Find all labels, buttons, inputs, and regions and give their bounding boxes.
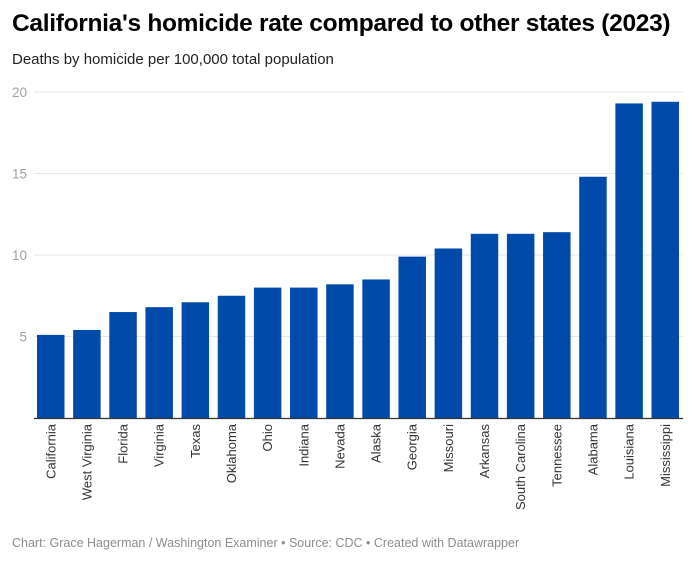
bar bbox=[470, 233, 499, 418]
chart-subtitle: Deaths by homicide per 100,000 total pop… bbox=[12, 51, 334, 68]
x-tick-label: Tennessee bbox=[549, 424, 564, 487]
bar bbox=[543, 232, 571, 418]
x-tick-label: Georgia bbox=[405, 423, 420, 470]
x-tick-label: Alaska bbox=[369, 423, 384, 463]
bar bbox=[217, 295, 246, 418]
bar bbox=[253, 287, 282, 418]
bar bbox=[506, 233, 535, 418]
x-tick-label: West Virginia bbox=[79, 423, 94, 500]
bar bbox=[398, 256, 426, 418]
bar bbox=[109, 312, 137, 418]
x-tick-label: Arkansas bbox=[477, 424, 492, 479]
x-tick-label: Virginia bbox=[152, 423, 167, 467]
x-tick-label: Ohio bbox=[260, 424, 275, 451]
y-tick-label: 15 bbox=[12, 167, 27, 182]
x-tick-label: Missouri bbox=[441, 424, 456, 473]
chart-title: California's homicide rate compared to o… bbox=[12, 10, 671, 37]
x-tick-label: California bbox=[43, 423, 58, 479]
bar bbox=[37, 334, 65, 418]
gridlines: 5 10 15 20 bbox=[12, 85, 683, 345]
x-tick-label: Louisiana bbox=[622, 423, 637, 479]
bar bbox=[615, 103, 643, 418]
x-tick-label: Mississippi bbox=[658, 424, 673, 487]
x-axis-labels: California West Virginia Florida Virginia Te… bbox=[43, 423, 673, 510]
bar bbox=[434, 248, 463, 418]
x-tick-label: South Carolina bbox=[513, 423, 528, 510]
x-tick-label: Oklahoma bbox=[224, 423, 239, 483]
chart-footer: Chart: Grace Hagerman / Washington Exami… bbox=[12, 536, 520, 550]
bar bbox=[579, 176, 607, 418]
x-tick-label: Indiana bbox=[296, 423, 311, 466]
y-tick-label: 5 bbox=[19, 330, 27, 345]
bar bbox=[362, 279, 390, 418]
x-tick-label: Alabama bbox=[585, 423, 600, 475]
y-tick-label: 10 bbox=[12, 248, 27, 263]
x-tick-label: Florida bbox=[116, 423, 131, 464]
bar bbox=[145, 307, 173, 418]
bars bbox=[37, 101, 679, 418]
bar bbox=[290, 287, 318, 418]
bar bbox=[326, 284, 354, 418]
x-tick-label: Texas bbox=[188, 424, 203, 458]
bar bbox=[181, 302, 210, 418]
bar bbox=[651, 101, 679, 418]
y-tick-label: 20 bbox=[12, 85, 27, 100]
x-tick-label: Nevada bbox=[332, 423, 347, 469]
bar bbox=[73, 329, 101, 418]
